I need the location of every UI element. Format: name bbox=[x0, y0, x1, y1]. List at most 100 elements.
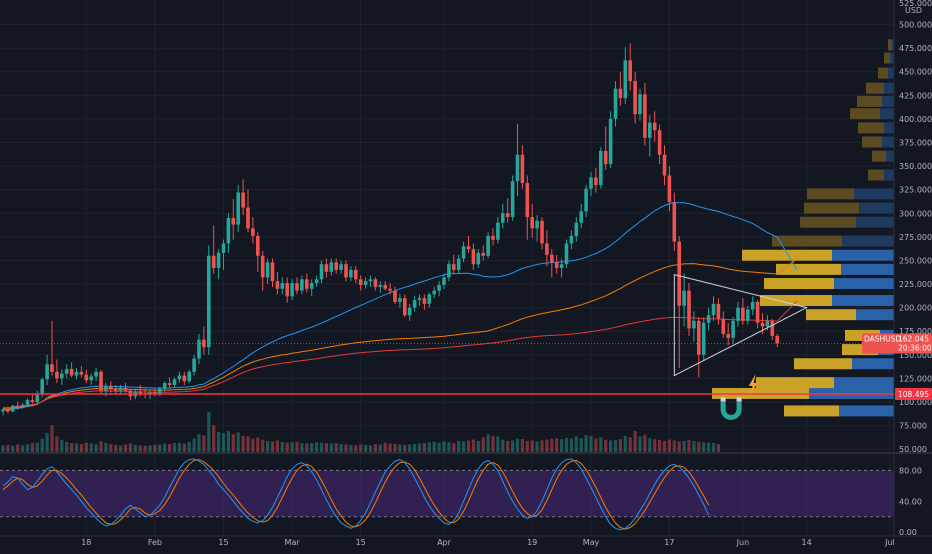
candle-body[interactable] bbox=[25, 400, 30, 405]
candle-body[interactable] bbox=[608, 118, 613, 165]
candle-body[interactable] bbox=[109, 385, 113, 389]
candle-body[interactable] bbox=[403, 298, 407, 316]
candle-body[interactable] bbox=[50, 364, 54, 372]
candle-body[interactable] bbox=[398, 298, 402, 302]
candle-body[interactable] bbox=[726, 334, 730, 338]
candle-body[interactable] bbox=[383, 284, 387, 289]
candle-body[interactable] bbox=[559, 264, 564, 268]
candle-body[interactable] bbox=[417, 298, 422, 301]
candle-body[interactable] bbox=[202, 339, 206, 348]
candle-body[interactable] bbox=[344, 264, 348, 278]
candle-body[interactable] bbox=[280, 283, 285, 289]
candle-body[interactable] bbox=[113, 388, 118, 391]
candle-body[interactable] bbox=[672, 201, 677, 242]
candle-body[interactable] bbox=[535, 220, 539, 229]
candle-body[interactable] bbox=[300, 279, 304, 291]
drawings[interactable] bbox=[0, 273, 894, 420]
candle-body[interactable] bbox=[652, 122, 657, 131]
candle-body[interactable] bbox=[589, 177, 593, 189]
candle-body[interactable] bbox=[736, 307, 740, 321]
candle-body[interactable] bbox=[20, 404, 25, 407]
candle-body[interactable] bbox=[545, 243, 549, 255]
candle-body[interactable] bbox=[755, 301, 760, 323]
candle-body[interactable] bbox=[770, 320, 775, 336]
candle-body[interactable] bbox=[452, 264, 456, 270]
candle-body[interactable] bbox=[422, 298, 427, 304]
candle-body[interactable] bbox=[716, 303, 721, 319]
candle-body[interactable] bbox=[6, 409, 10, 412]
candle-body[interactable] bbox=[251, 228, 255, 236]
candle-body[interactable] bbox=[613, 88, 618, 119]
triangle-pattern[interactable] bbox=[673, 273, 809, 377]
candle-body[interactable] bbox=[241, 192, 245, 208]
candle-body[interactable] bbox=[603, 150, 608, 165]
candle-body[interactable] bbox=[491, 235, 495, 240]
candle-body[interactable] bbox=[530, 217, 534, 229]
candle-body[interactable] bbox=[427, 294, 432, 304]
candle-body[interactable] bbox=[701, 322, 706, 355]
candle-body[interactable] bbox=[89, 376, 93, 381]
candle-body[interactable] bbox=[638, 94, 642, 115]
candle-body[interactable] bbox=[682, 290, 686, 306]
lightning-icon[interactable] bbox=[748, 374, 758, 396]
candle-body[interactable] bbox=[554, 262, 559, 268]
candle-body[interactable] bbox=[677, 241, 681, 306]
candle-body[interactable] bbox=[432, 290, 436, 295]
candle-body[interactable] bbox=[358, 279, 363, 285]
candle-body[interactable] bbox=[60, 373, 64, 379]
candle-body[interactable] bbox=[118, 387, 123, 391]
candle-body[interactable] bbox=[256, 235, 260, 256]
candle-body[interactable] bbox=[746, 309, 750, 321]
candle-body[interactable] bbox=[564, 243, 569, 265]
candle-body[interactable] bbox=[123, 387, 128, 391]
candle-body[interactable] bbox=[138, 391, 142, 394]
candle-body[interactable] bbox=[775, 335, 779, 344]
candle-body[interactable] bbox=[476, 252, 481, 265]
candle-body[interactable] bbox=[628, 60, 632, 82]
candle-body[interactable] bbox=[368, 279, 373, 282]
candle-body[interactable] bbox=[79, 371, 84, 375]
candle-body[interactable] bbox=[84, 374, 89, 381]
candle-body[interactable] bbox=[15, 405, 20, 407]
candle-body[interactable] bbox=[319, 264, 324, 280]
candle-body[interactable] bbox=[187, 371, 191, 382]
candle-body[interactable] bbox=[40, 379, 44, 395]
candle-body[interactable] bbox=[354, 269, 358, 280]
candle-body[interactable] bbox=[618, 88, 623, 99]
candle-body[interactable] bbox=[290, 283, 294, 297]
candle-body[interactable] bbox=[11, 405, 15, 412]
candle-body[interactable] bbox=[285, 283, 289, 297]
candle-body[interactable] bbox=[74, 371, 79, 376]
candle-body[interactable] bbox=[324, 264, 329, 272]
candle-body[interactable] bbox=[692, 320, 696, 329]
candle-body[interactable] bbox=[456, 258, 461, 270]
candle-body[interactable] bbox=[496, 222, 500, 240]
candle-body[interactable] bbox=[515, 154, 520, 182]
candle-body[interactable] bbox=[158, 388, 162, 395]
candle-body[interactable] bbox=[501, 213, 505, 223]
candle-body[interactable] bbox=[706, 315, 711, 323]
candle-body[interactable] bbox=[697, 320, 701, 355]
candle-body[interactable] bbox=[750, 301, 755, 310]
candle-body[interactable] bbox=[657, 130, 662, 155]
candle-body[interactable] bbox=[94, 371, 98, 377]
candle-body[interactable] bbox=[760, 322, 765, 327]
candle-body[interactable] bbox=[64, 368, 69, 374]
candle-body[interactable] bbox=[226, 217, 231, 244]
candle-body[interactable] bbox=[520, 154, 525, 184]
candle-body[interactable] bbox=[265, 262, 270, 278]
candle-body[interactable] bbox=[246, 207, 250, 229]
candle-body[interactable] bbox=[104, 385, 108, 391]
candle-body[interactable] bbox=[643, 94, 647, 138]
candle-body[interactable] bbox=[182, 375, 187, 382]
candle-body[interactable] bbox=[275, 281, 280, 289]
candle-body[interactable] bbox=[172, 379, 177, 386]
candle-body[interactable] bbox=[211, 255, 216, 268]
candle-body[interactable] bbox=[388, 288, 392, 291]
candle-body[interactable] bbox=[99, 371, 103, 391]
candle-body[interactable] bbox=[305, 279, 309, 289]
candle-body[interactable] bbox=[167, 383, 172, 386]
candle-body[interactable] bbox=[569, 235, 574, 244]
candle-body[interactable] bbox=[437, 284, 441, 291]
candle-body[interactable] bbox=[35, 394, 40, 402]
